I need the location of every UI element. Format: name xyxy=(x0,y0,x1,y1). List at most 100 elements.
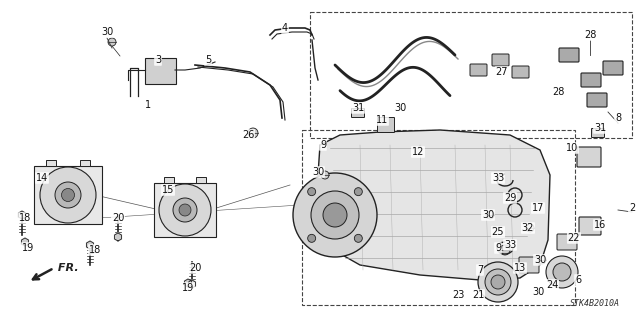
Bar xyxy=(46,160,56,167)
Bar xyxy=(154,183,216,236)
Circle shape xyxy=(355,188,362,196)
Text: FR.: FR. xyxy=(54,263,79,273)
Text: 10: 10 xyxy=(566,143,578,153)
Circle shape xyxy=(248,128,258,138)
Circle shape xyxy=(159,184,211,236)
Polygon shape xyxy=(22,238,28,246)
Circle shape xyxy=(546,256,578,288)
Text: 30: 30 xyxy=(532,287,544,297)
Text: 6: 6 xyxy=(575,275,581,285)
Text: 4: 4 xyxy=(282,23,288,33)
Circle shape xyxy=(526,224,534,232)
Bar xyxy=(80,160,90,167)
Text: 30: 30 xyxy=(394,103,406,113)
Text: 15: 15 xyxy=(162,185,174,195)
Circle shape xyxy=(485,269,511,295)
Polygon shape xyxy=(184,279,191,287)
Polygon shape xyxy=(86,241,93,249)
Text: 23: 23 xyxy=(452,290,464,300)
Text: 2: 2 xyxy=(629,203,635,213)
Circle shape xyxy=(500,245,510,255)
Polygon shape xyxy=(318,130,550,280)
Bar xyxy=(196,177,205,183)
Circle shape xyxy=(173,198,197,222)
Circle shape xyxy=(108,38,116,46)
Text: 18: 18 xyxy=(89,245,101,255)
Text: 9: 9 xyxy=(495,243,501,253)
Text: 30: 30 xyxy=(534,255,546,265)
FancyBboxPatch shape xyxy=(577,147,601,167)
Text: 25: 25 xyxy=(492,227,504,237)
Circle shape xyxy=(355,234,362,242)
Polygon shape xyxy=(189,280,195,288)
Circle shape xyxy=(61,189,74,202)
Text: 12: 12 xyxy=(412,147,424,157)
Text: 28: 28 xyxy=(552,87,564,97)
FancyBboxPatch shape xyxy=(492,54,509,66)
Text: 7: 7 xyxy=(477,265,483,275)
Text: 16: 16 xyxy=(594,220,606,230)
Text: 27: 27 xyxy=(496,67,508,77)
Text: 28: 28 xyxy=(584,30,596,40)
FancyBboxPatch shape xyxy=(559,48,579,62)
Text: 26: 26 xyxy=(242,130,254,140)
Text: 33: 33 xyxy=(492,173,504,183)
Text: 3: 3 xyxy=(155,55,161,65)
Polygon shape xyxy=(19,211,26,219)
FancyBboxPatch shape xyxy=(519,257,539,273)
Text: 30: 30 xyxy=(101,27,113,37)
FancyBboxPatch shape xyxy=(603,61,623,75)
FancyBboxPatch shape xyxy=(470,64,487,76)
Circle shape xyxy=(491,275,505,289)
Circle shape xyxy=(55,182,81,208)
Text: 31: 31 xyxy=(352,103,364,113)
Circle shape xyxy=(321,171,329,179)
Circle shape xyxy=(308,188,316,196)
FancyBboxPatch shape xyxy=(591,129,605,137)
FancyBboxPatch shape xyxy=(145,57,175,84)
Polygon shape xyxy=(115,233,122,241)
Circle shape xyxy=(486,211,494,219)
Text: 19: 19 xyxy=(22,243,34,253)
Text: 24: 24 xyxy=(546,280,558,290)
FancyBboxPatch shape xyxy=(351,108,365,117)
FancyBboxPatch shape xyxy=(579,217,601,235)
Circle shape xyxy=(553,263,571,281)
Bar xyxy=(35,167,102,224)
Text: 1: 1 xyxy=(145,100,151,110)
Circle shape xyxy=(538,256,546,264)
Circle shape xyxy=(293,173,377,257)
Text: 22: 22 xyxy=(568,233,580,243)
Text: 20: 20 xyxy=(189,263,201,273)
Text: 30: 30 xyxy=(482,210,494,220)
Text: 14: 14 xyxy=(36,173,48,183)
Bar xyxy=(310,12,632,138)
Circle shape xyxy=(308,234,316,242)
Circle shape xyxy=(311,191,359,239)
FancyBboxPatch shape xyxy=(587,93,607,107)
FancyBboxPatch shape xyxy=(378,117,394,132)
Text: 8: 8 xyxy=(615,113,621,123)
Text: 11: 11 xyxy=(376,115,388,125)
Circle shape xyxy=(323,203,347,227)
Circle shape xyxy=(40,167,96,223)
Text: 13: 13 xyxy=(514,263,526,273)
Text: 33: 33 xyxy=(504,240,516,250)
Bar xyxy=(164,177,174,183)
Text: STK4B2010A: STK4B2010A xyxy=(570,299,620,308)
Text: 30: 30 xyxy=(312,167,324,177)
Text: 21: 21 xyxy=(472,290,484,300)
Text: 20: 20 xyxy=(112,213,124,223)
Text: 31: 31 xyxy=(594,123,606,133)
Text: 9: 9 xyxy=(320,140,326,150)
Circle shape xyxy=(478,262,518,302)
FancyBboxPatch shape xyxy=(512,66,529,78)
FancyBboxPatch shape xyxy=(557,234,577,250)
Text: 17: 17 xyxy=(532,203,544,213)
Circle shape xyxy=(179,204,191,216)
FancyBboxPatch shape xyxy=(581,73,601,87)
Text: 29: 29 xyxy=(504,193,516,203)
Text: 5: 5 xyxy=(205,55,211,65)
Bar xyxy=(302,130,575,305)
Text: 32: 32 xyxy=(522,223,534,233)
